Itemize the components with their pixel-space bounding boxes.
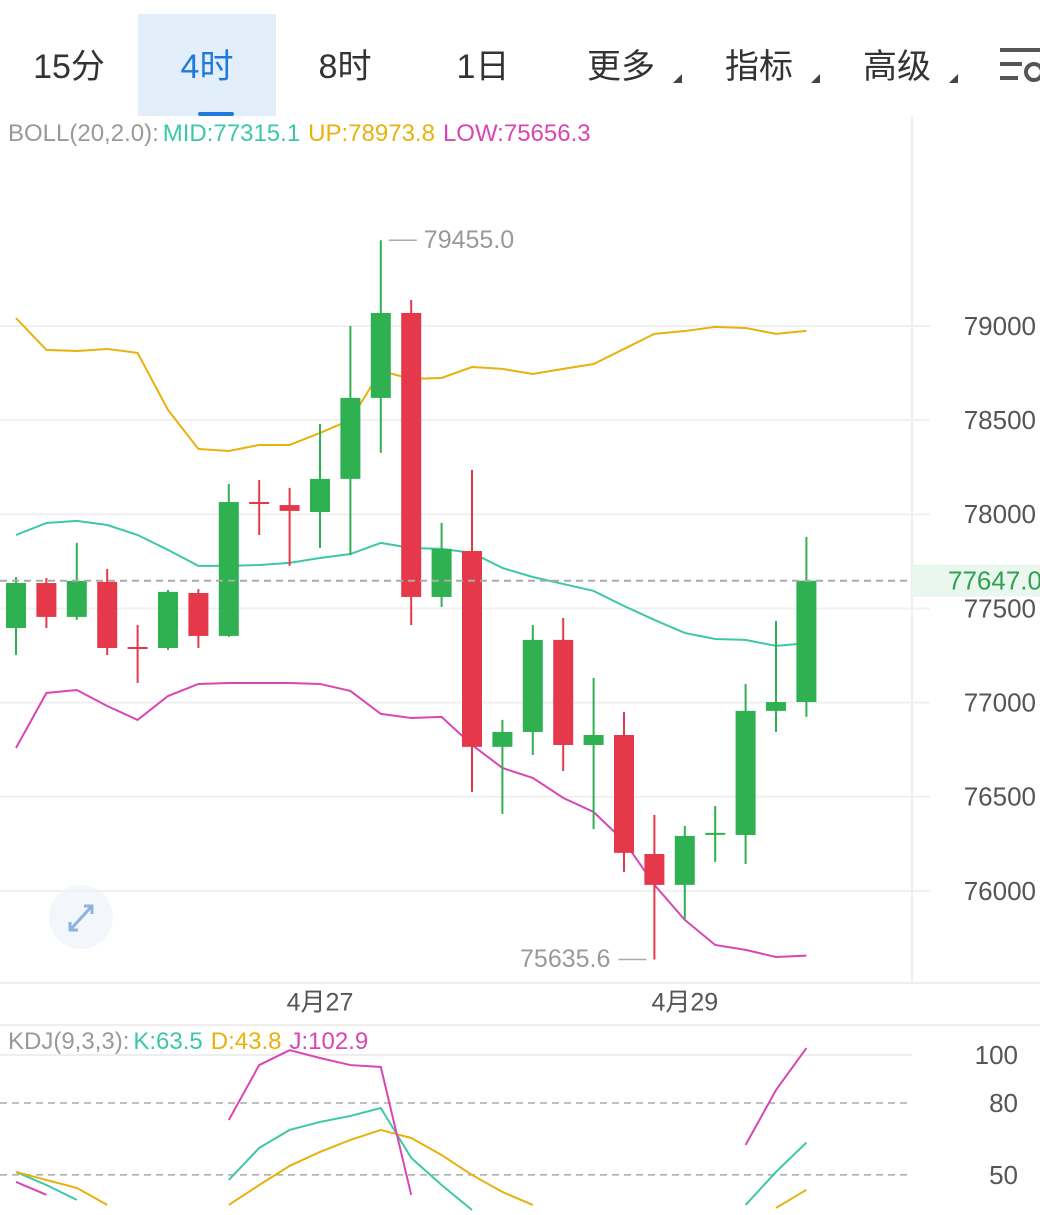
candle-body	[644, 854, 665, 885]
indicator-line	[15, 1047, 808, 1196]
candle-body	[6, 583, 26, 629]
candle-body	[522, 639, 543, 732]
y-tick-label: 79000	[964, 311, 1036, 341]
candle-body	[583, 734, 604, 745]
indicator-line	[15, 1128, 807, 1209]
settings-icon[interactable]	[1000, 48, 1040, 82]
candle-body	[553, 639, 574, 745]
tab[interactable]: 指标	[690, 14, 828, 116]
indicator-legend: KDJ(9,3,3): K:63.5 D:43.8 J:102.9	[8, 1028, 368, 1055]
y-tick-label: 50	[989, 1160, 1018, 1190]
y-tick-label: 76000	[964, 876, 1036, 906]
candle-body	[735, 710, 756, 835]
extreme-label: 75635.6	[520, 945, 610, 973]
candle-body	[462, 551, 482, 747]
tab[interactable]: 1日	[414, 14, 552, 116]
candle-body	[766, 702, 786, 711]
candle-body	[279, 505, 300, 511]
dropdown-indicator	[949, 74, 958, 83]
candle-body	[674, 835, 695, 885]
candle-body	[431, 548, 452, 597]
legend-entry: J:102.9	[289, 1028, 368, 1055]
y-tick-label: 78000	[964, 499, 1036, 529]
y-tick-label: 76500	[964, 782, 1036, 812]
candle-body	[310, 478, 330, 513]
tab-label: 更多	[587, 48, 655, 86]
tab-label: 15分	[33, 48, 105, 86]
indicator-label: KDJ(9,3,3):	[8, 1028, 129, 1055]
extreme-label: 79455.0	[424, 226, 514, 254]
tab-label: 8时	[318, 48, 372, 86]
candle-body	[66, 580, 87, 617]
candle-body	[614, 734, 634, 853]
tab[interactable]: 高级	[828, 14, 966, 116]
candle-body	[36, 583, 57, 617]
y-tick-label: 77500	[964, 593, 1036, 623]
expand-button[interactable]	[49, 885, 113, 949]
y-tick-label: 78500	[964, 405, 1036, 435]
legend-entry: D:43.8	[211, 1028, 282, 1055]
candle-body	[370, 312, 391, 398]
indicator-legend: BOLL(20,2.0): MID:77315.1 UP:78973.8 LOW:75…	[8, 120, 591, 147]
candle-body	[340, 397, 361, 479]
candle-body	[401, 312, 422, 597]
current-price-label: 77647.0	[948, 566, 1040, 596]
current-price-bg	[912, 564, 1040, 597]
tab[interactable]: 4时	[138, 14, 276, 116]
candle-body	[218, 502, 239, 636]
candle-body	[97, 581, 118, 648]
indicator-line	[15, 1106, 808, 1211]
candle-body	[796, 580, 817, 703]
dropdown-indicator	[673, 74, 682, 83]
indicator-line	[15, 682, 807, 959]
legend-entry: K:63.5	[133, 1028, 202, 1055]
candle-body	[158, 591, 178, 648]
legend-entry: MID:77315.1	[163, 120, 300, 147]
tab-label: 4时	[180, 48, 234, 86]
tab[interactable]: 15分	[0, 14, 138, 116]
indicator-label: BOLL(20,2.0):	[8, 120, 159, 147]
tab-bar: 15分 4时 8时 1日 更多 指标 高级	[0, 0, 1040, 116]
y-tick-label: 100	[975, 1040, 1018, 1070]
tab-label: 1日	[456, 48, 510, 86]
dropdown-indicator	[811, 74, 820, 83]
tab[interactable]: 更多	[552, 14, 690, 116]
tab[interactable]: 8时	[276, 14, 414, 116]
legend-entry: LOW:75656.3	[443, 120, 591, 147]
y-tick-label: 77000	[964, 687, 1036, 717]
candle-body	[188, 593, 209, 636]
tab-label: 高级	[863, 48, 931, 86]
tab-label: 指标	[725, 48, 793, 86]
candle-body	[492, 731, 513, 747]
y-tick-label: 80	[989, 1088, 1018, 1118]
x-tick-label: 4月29	[651, 989, 718, 1017]
x-tick-label: 4月27	[287, 989, 354, 1017]
legend-entry: UP:78973.8	[308, 120, 435, 147]
